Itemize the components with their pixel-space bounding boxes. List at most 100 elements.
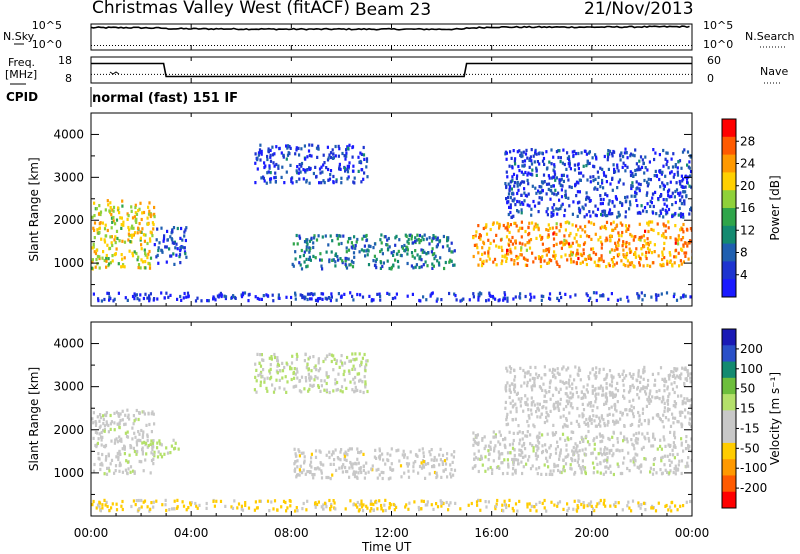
data-cell [517,424,520,428]
data-cell [648,248,651,252]
data-cell [365,157,369,161]
data-cell [536,448,539,452]
data-cell [505,197,508,201]
data-cell [624,255,627,260]
data-cell [587,220,590,224]
data-cell [189,503,192,507]
data-cell [652,462,655,466]
data-cell [129,240,132,244]
data-cell [353,255,356,259]
data-cell [559,224,563,229]
data-cell [664,504,667,508]
data-cell [312,171,315,176]
data-cell [660,459,663,463]
data-cell [604,465,607,469]
data-cell [602,259,605,263]
data-cell [326,375,329,379]
data-cell [624,147,627,151]
data-cell [141,452,144,456]
data-cell [633,463,636,467]
data-cell [528,455,531,459]
data-cell [149,256,153,260]
data-cell [506,175,509,179]
data-cell [571,395,574,399]
nave-label: Nave [760,65,788,78]
data-cell [99,416,102,420]
data-cell [527,424,530,428]
data-cell [651,372,654,376]
data-cell [305,379,308,383]
data-cell [420,507,423,511]
data-cell [421,447,424,451]
data-cell [179,261,182,265]
data-cell [98,256,101,261]
data-cell [327,167,330,172]
data-cell [606,158,609,162]
data-cell [118,450,121,454]
data-cell [552,423,555,427]
data-cell [521,431,524,435]
data-cell [603,402,606,406]
data-cell [670,382,673,386]
data-cell [560,177,563,181]
data-cell [120,437,123,441]
data-cell [503,499,506,503]
data-cell [685,195,688,199]
data-cell [594,394,597,398]
data-cell [669,463,672,467]
data-cell [617,240,620,244]
data-cell [370,298,374,302]
data-cell [665,210,668,214]
data-cell [426,503,429,507]
data-cell [363,171,366,175]
data-cell [179,246,182,250]
data-cell [150,458,154,463]
data-cell [637,237,640,241]
data-cell [557,207,560,211]
data-cell [352,472,355,476]
data-cell [688,417,691,421]
data-cell [630,404,633,408]
data-cell [638,464,642,468]
data-cell [132,233,135,237]
data-cell [610,384,613,388]
data-cell [608,451,611,455]
data-cell [567,178,570,182]
data-cell [502,509,505,513]
data-cell [307,389,310,393]
data-cell [123,240,127,244]
data-cell [450,241,453,245]
data-cell [289,499,292,503]
data-cell [662,398,665,402]
data-cell [688,399,691,403]
data-cell [259,158,262,162]
data-cell [643,365,646,369]
data-cell [421,235,424,239]
data-cell [157,261,160,265]
data-cell [418,464,422,469]
data-cell [510,156,513,160]
data-cell [510,258,513,262]
data-cell [597,181,600,185]
data-cell [345,250,348,254]
data-cell [392,253,395,257]
data-cell [274,180,277,184]
data-cell [297,146,300,150]
data-cell [409,233,412,237]
data-cell [135,293,138,297]
data-cell [477,469,480,474]
data-cell [535,509,538,513]
data-cell [447,236,450,240]
data-cell [561,380,564,384]
data-cell [150,412,153,416]
data-cell [347,369,351,373]
data-cell [573,149,576,153]
data-cell [554,447,558,451]
data-cell [604,504,607,508]
data-cell [272,299,275,303]
data-cell [114,469,117,473]
data-cell [537,189,540,193]
data-cell [320,379,323,383]
data-cell [647,422,650,426]
data-cell [623,376,626,380]
